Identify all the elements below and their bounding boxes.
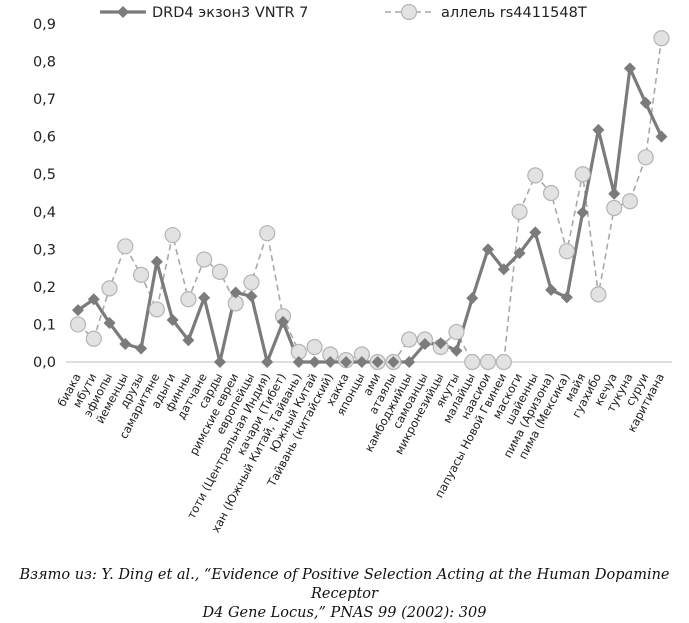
point-rs4411548 (606, 199, 623, 217)
point-drd4 (198, 291, 211, 304)
point-drd4 (545, 283, 558, 296)
point-drd4 (560, 291, 573, 304)
caption-line-2: D4 Gene Locus,” PNAS 99 (2002): 309 (202, 605, 487, 621)
series-lines (77, 38, 663, 364)
point-rs4411548 (211, 263, 229, 280)
y-tick-label: 0,6 (33, 130, 56, 146)
source-caption: Взято из: Y. Ding et al., “Evidence of P… (0, 566, 689, 623)
point-drd4 (166, 313, 179, 326)
point-drd4 (576, 206, 589, 219)
point-rs4411548 (574, 166, 591, 183)
y-axis-ticks: 0,0 0,1 0,2 0,3 0,4 0,5 0,6 0,7 0,8 0,9 (33, 17, 672, 371)
caption-line-1: Взято из: Y. Ding et al., “Evidence of P… (19, 567, 670, 602)
point-drd4 (655, 130, 668, 143)
point-drd4 (513, 247, 526, 260)
y-tick-label: 0,5 (33, 167, 56, 183)
point-drd4 (261, 356, 274, 368)
point-rs4411548 (621, 193, 639, 210)
point-drd4 (623, 62, 636, 75)
point-drd4 (292, 356, 305, 368)
legend-marker-rs4411548 (400, 3, 418, 21)
y-tick-label: 0,2 (33, 280, 56, 296)
point-drd4 (229, 286, 242, 299)
y-tick-label: 0,4 (33, 205, 56, 221)
point-drd4 (608, 187, 621, 200)
point-drd4 (103, 316, 116, 329)
y-tick-label: 0,7 (33, 92, 56, 108)
point-rs4411548 (542, 184, 560, 202)
point-drd4 (482, 243, 495, 256)
y-tick-label: 0,1 (33, 317, 56, 333)
point-drd4 (277, 315, 290, 328)
legend: DRD4 экзон3 VNTR 7 аллель rs4411548T (100, 3, 587, 21)
point-drd4 (72, 304, 84, 317)
point-rs4411548 (495, 353, 512, 371)
y-tick-label: 0,9 (33, 17, 56, 33)
point-rs4411548 (132, 266, 150, 283)
point-rs4411548 (180, 291, 197, 308)
point-drd4 (245, 290, 258, 303)
point-drd4 (497, 263, 510, 276)
point-rs4411548 (464, 353, 481, 371)
point-rs4411548 (259, 225, 276, 242)
point-drd4 (119, 337, 132, 350)
point-drd4 (135, 342, 148, 355)
point-drd4 (450, 344, 463, 357)
y-tick-label: 0,8 (33, 55, 56, 71)
chart: 0,0 0,1 0,2 0,3 0,4 0,5 0,6 0,7 0,8 0,9 биакамбут… (33, 3, 672, 535)
point-drd4 (387, 356, 400, 368)
point-rs4411548 (511, 203, 528, 220)
point-rs4411548 (101, 280, 118, 297)
point-rs4411548 (401, 331, 418, 348)
point-drd4 (340, 356, 353, 368)
point-rs4411548 (164, 226, 181, 244)
point-rs4411548 (69, 316, 87, 333)
series-markers (69, 30, 670, 371)
point-drd4 (150, 255, 163, 268)
legend-label-rs4411548: аллель rs4411548T (441, 5, 587, 21)
point-drd4 (355, 356, 368, 368)
point-drd4 (466, 292, 479, 305)
point-drd4 (529, 226, 542, 239)
x-axis-category-labels: биакамбутиэфиопыйеменцыдрузысамаритянеад… (55, 371, 668, 535)
y-tick-label: 0,0 (33, 355, 56, 371)
point-rs4411548 (558, 243, 575, 260)
point-drd4 (434, 337, 447, 350)
point-drd4 (324, 356, 337, 368)
point-rs4411548 (243, 274, 260, 291)
point-rs4411548 (196, 251, 213, 268)
point-drd4 (403, 356, 416, 368)
legend-label-drd4: DRD4 экзон3 VNTR 7 (152, 5, 308, 21)
point-rs4411548 (448, 323, 465, 341)
point-rs4411548 (653, 30, 670, 47)
point-rs4411548 (527, 167, 544, 184)
point-drd4 (87, 293, 100, 306)
point-drd4 (418, 337, 431, 350)
point-rs4411548 (479, 353, 497, 371)
point-rs4411548 (306, 338, 323, 356)
point-drd4 (592, 123, 605, 136)
point-rs4411548 (590, 286, 607, 303)
legend-marker-drd4 (117, 6, 129, 18)
point-drd4 (213, 356, 226, 368)
y-tick-label: 0,3 (33, 242, 56, 258)
series-line-rs4411548 (77, 38, 663, 363)
point-drd4 (639, 96, 652, 109)
point-rs4411548 (148, 301, 165, 318)
point-drd4 (371, 356, 384, 368)
point-rs4411548 (117, 238, 134, 255)
point-rs4411548 (85, 330, 102, 347)
point-drd4 (182, 334, 195, 347)
point-drd4 (308, 356, 321, 368)
point-rs4411548 (637, 149, 654, 166)
